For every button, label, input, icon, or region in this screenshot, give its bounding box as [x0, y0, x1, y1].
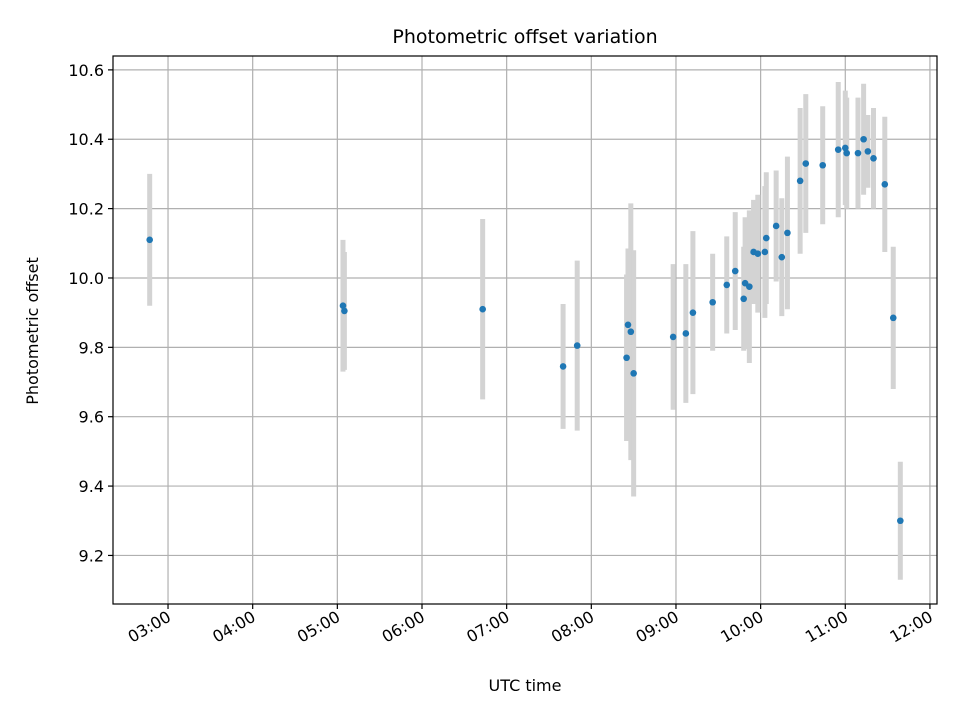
data-point	[630, 370, 637, 377]
y-axis-label: Photometric offset	[23, 257, 42, 405]
data-point	[669, 333, 677, 341]
data-point	[897, 517, 904, 525]
data-point	[754, 250, 762, 257]
data-point	[762, 234, 770, 242]
data-point	[864, 148, 872, 155]
data-point	[339, 302, 347, 310]
y-tick-label: 9.6	[79, 408, 104, 427]
data-point	[819, 161, 827, 169]
y-tick-label: 10.6	[68, 61, 104, 80]
data-point	[623, 354, 630, 362]
data-point	[834, 146, 842, 153]
data-point	[881, 181, 889, 188]
data-point	[341, 307, 348, 315]
data-point	[796, 177, 804, 185]
data-point	[627, 328, 635, 336]
data-point	[689, 309, 697, 316]
y-axis-ticks: 9.2 9.4 9.6 9.8 10.0 10.2 10.4 10.6	[68, 61, 113, 565]
data-point	[559, 363, 567, 370]
data-point	[479, 305, 486, 313]
grid	[113, 56, 937, 604]
data-point	[841, 144, 849, 152]
data-point	[778, 253, 786, 261]
data-point	[682, 330, 690, 337]
data-point	[860, 135, 867, 143]
y-tick-label: 10.4	[68, 130, 104, 149]
data-points	[146, 135, 904, 525]
y-tick-label: 10.2	[68, 200, 104, 219]
plot-frame	[112, 55, 938, 605]
chart-title: Photometric offset variation	[392, 26, 657, 48]
data-point	[146, 236, 153, 244]
data-point	[723, 281, 731, 289]
data-point	[624, 321, 632, 329]
data-point	[772, 222, 780, 230]
data-point	[709, 298, 716, 306]
y-tick-label: 9.8	[79, 338, 104, 357]
data-point	[854, 149, 862, 157]
data-point	[573, 342, 581, 349]
y-tick-label: 9.2	[79, 546, 104, 565]
data-point	[802, 160, 810, 167]
data-point	[784, 229, 791, 237]
data-point	[889, 314, 897, 322]
data-point	[761, 248, 769, 256]
y-tick-label: 10.0	[68, 269, 104, 288]
data-point	[731, 267, 739, 275]
data-point	[870, 155, 877, 162]
data-point	[843, 149, 850, 157]
x-axis-label: UTC time	[489, 676, 562, 695]
data-point	[740, 295, 747, 303]
data-point	[746, 283, 753, 290]
y-tick-label: 9.4	[79, 477, 104, 496]
